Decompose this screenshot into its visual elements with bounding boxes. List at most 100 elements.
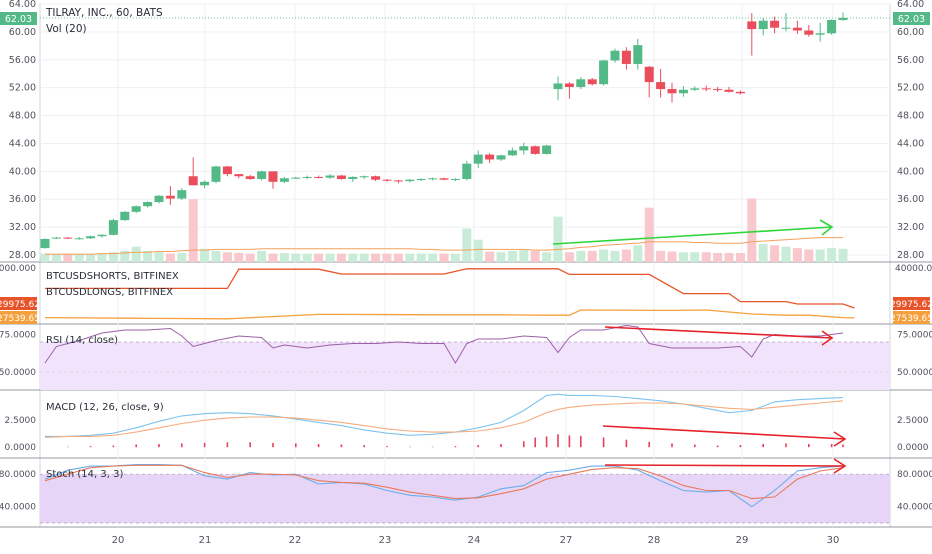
volume-bar: [542, 252, 552, 262]
right-shorts-tag: 29975.62: [890, 300, 932, 310]
candle: [314, 175, 324, 179]
volume-bar: [599, 249, 609, 262]
candle: [781, 13, 791, 32]
symbol-title[interactable]: TILRAY, INC., 60, BATS: [45, 7, 163, 19]
candle-body: [473, 154, 483, 164]
candle: [393, 179, 403, 184]
volume-bar: [519, 249, 529, 262]
candle: [519, 142, 529, 155]
candle-body: [450, 179, 460, 181]
volume-bar: [735, 252, 745, 262]
macd-histogram-bar: [431, 446, 434, 448]
stoch-axis-label-left: 80.0000: [0, 470, 36, 480]
x-tick-label: 24: [468, 535, 481, 546]
macd-pane[interactable]: [44, 393, 844, 448]
right-shorts-tag-bg: [893, 297, 930, 310]
candle: [154, 195, 164, 204]
candle-body: [804, 30, 814, 35]
volume-bar: [564, 252, 574, 262]
volume-bar: [291, 253, 301, 262]
volume-bar: [359, 253, 369, 262]
macd-histogram-bar: [534, 437, 536, 448]
candle-body: [667, 89, 677, 94]
candle: [405, 179, 415, 183]
candle: [827, 19, 837, 35]
candle: [633, 38, 643, 70]
x-tick-label: 29: [736, 535, 749, 546]
candle-body: [325, 175, 335, 178]
left-shorts-tag: 29975.62: [0, 300, 40, 310]
candle-body: [564, 83, 574, 87]
left-price-tag: 62.03: [5, 14, 32, 25]
macd-histogram-bar: [340, 444, 343, 448]
rsi-pane[interactable]: [40, 324, 890, 391]
volume-bar: [621, 249, 631, 262]
candle: [564, 82, 574, 99]
volume-bar: [553, 216, 563, 262]
rsi-axis-label-right: 75.0000: [897, 331, 932, 341]
macd-histogram-bar: [454, 446, 457, 448]
volume-bar: [701, 252, 711, 262]
btc-shorts-line: [45, 268, 855, 309]
candle: [542, 144, 552, 155]
candle-body: [348, 176, 358, 180]
rsi-legend[interactable]: RSI (14, close): [46, 335, 118, 346]
volume-bar: [302, 253, 312, 262]
volume-label[interactable]: Vol (20): [46, 23, 87, 35]
candle-body: [792, 27, 802, 31]
macd-histogram-bar: [785, 443, 787, 448]
left-shorts-tag-bg: [0, 297, 37, 310]
candle-body: [165, 195, 175, 199]
candle: [245, 174, 255, 180]
macd-legend[interactable]: MACD (12, 26, close, 9): [46, 402, 164, 413]
price-axis-label-right: 28.00: [897, 250, 924, 261]
candle: [428, 177, 438, 181]
macd-axis-label-right: 2.5000: [897, 416, 929, 426]
shorts-legend[interactable]: BTCUSDSHORTS, BITFINEX: [46, 271, 179, 282]
price-axis-label-right: 52.00: [897, 83, 924, 94]
volume-bar: [667, 251, 677, 262]
macd-histogram-bar: [203, 442, 206, 448]
candle-body: [302, 176, 312, 178]
volume-bar: [838, 248, 848, 262]
macd-axis-label-right: 0.0000: [897, 443, 929, 453]
candle: [177, 188, 187, 200]
stoch-legend[interactable]: Stoch (14, 3, 3): [46, 469, 123, 480]
volume-bar: [86, 254, 96, 262]
candle-body: [245, 176, 255, 180]
candle: [462, 160, 472, 181]
right-longs-tag: 27539.65: [890, 314, 932, 324]
macd-histogram-bar: [580, 435, 582, 448]
btc-positions-pane[interactable]: [44, 268, 855, 320]
candle-body: [587, 79, 597, 85]
candle: [621, 47, 631, 70]
stoch-pane[interactable]: [40, 463, 890, 524]
price-axis-label-left: 32.00: [9, 222, 36, 233]
x-tick-label: 30: [827, 535, 840, 546]
macd-histogram-bar: [568, 435, 571, 448]
candle: [701, 85, 711, 92]
candle-body: [154, 195, 164, 203]
candle: [302, 175, 312, 180]
macd-histogram-bar: [648, 441, 650, 448]
candle: [770, 16, 780, 34]
volume-bar: [63, 254, 73, 262]
volume-bar: [724, 252, 734, 262]
volume-bar: [222, 252, 232, 262]
price-axis-label-left: 56.00: [9, 55, 36, 66]
price-pane[interactable]: [40, 3, 890, 262]
candle-body: [781, 27, 791, 29]
longs-legend[interactable]: BTCUSDLONGS, BITFINEX: [46, 287, 173, 298]
volume-bar: [257, 250, 267, 262]
volume-bar: [371, 253, 381, 262]
volume-bar: [827, 248, 837, 262]
volume-bar: [644, 207, 654, 262]
macd-axis-label-left: 2.5000: [5, 416, 37, 426]
candle-body: [599, 60, 609, 85]
candle: [268, 171, 278, 189]
volume-bar: [177, 252, 187, 262]
candle: [507, 147, 517, 157]
candle-body: [690, 88, 700, 90]
price-axis-label-left: 60.00: [9, 27, 36, 38]
macd-histogram-bar: [409, 446, 411, 448]
